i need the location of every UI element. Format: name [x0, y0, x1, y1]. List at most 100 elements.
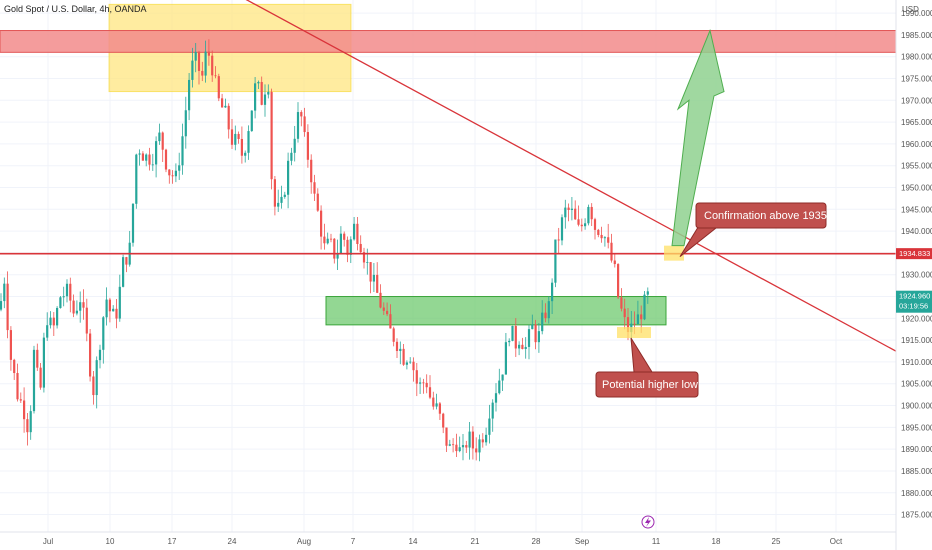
candle-body	[465, 445, 468, 448]
candle-body	[603, 237, 606, 239]
candle-body	[435, 403, 438, 407]
callout-label: Potential higher low	[602, 379, 698, 391]
candle-body	[468, 431, 471, 448]
candle-body	[257, 81, 260, 84]
candle-body	[541, 312, 544, 332]
candle-body	[280, 196, 283, 203]
candle-body	[491, 402, 494, 419]
y-tick-label: 1895.000	[901, 423, 932, 432]
candle-body	[389, 314, 392, 329]
candle-body	[283, 194, 286, 197]
candle-body	[141, 153, 144, 161]
candle-body	[102, 317, 105, 350]
candle-body	[105, 299, 108, 318]
y-tick-label: 1900.000	[901, 402, 932, 411]
callout-box	[595, 371, 699, 398]
candle-body	[376, 274, 379, 293]
candle-body	[230, 129, 234, 145]
y-tick-label: 1945.000	[901, 205, 932, 214]
candle-body	[19, 399, 22, 401]
candle-body	[577, 219, 580, 225]
candle-body	[481, 439, 484, 443]
candle-body	[580, 224, 583, 227]
y-tick-label: 1965.000	[901, 118, 932, 127]
candle-body	[135, 154, 138, 204]
candle-body	[201, 70, 204, 76]
candle-body	[534, 324, 537, 343]
candle-body	[471, 431, 474, 449]
candle-body	[359, 243, 362, 253]
y-tick-label: 1875.000	[901, 511, 932, 520]
higher-low-callout[interactable]: Potential higher low	[595, 337, 699, 398]
candle-body	[0, 301, 3, 310]
candle-body	[597, 229, 600, 235]
candle-body	[313, 182, 316, 194]
candle-body	[425, 382, 428, 388]
candle-body	[178, 165, 181, 171]
support-zone[interactable]	[325, 296, 667, 326]
candle-body	[560, 217, 564, 241]
candle-body	[227, 105, 230, 130]
y-tick-label: 1885.000	[901, 467, 932, 476]
candle-body	[557, 239, 560, 241]
candle-body	[214, 75, 217, 77]
candle-body	[273, 179, 276, 207]
target-arrow[interactable]	[671, 28, 725, 247]
x-tick-label: Aug	[297, 537, 311, 546]
candle-body	[85, 307, 88, 334]
svg-text:1934.833: 1934.833	[899, 249, 930, 258]
candle-body	[300, 112, 303, 117]
candle-body	[432, 397, 435, 407]
confirmation-callout[interactable]: Confirmation above 1935	[679, 202, 827, 258]
candle-body	[23, 400, 26, 420]
candle-body	[131, 203, 135, 243]
candle-body	[82, 302, 85, 308]
candle-body	[32, 349, 36, 412]
candle-body	[551, 282, 554, 302]
breakout-marker	[664, 245, 684, 261]
descending-trendline[interactable]	[110, 0, 932, 372]
candle-body	[356, 223, 359, 244]
candle-body	[310, 159, 313, 183]
candle-body	[49, 317, 52, 326]
candle-body	[646, 291, 649, 295]
candle-body	[125, 257, 128, 265]
candle-body	[554, 239, 557, 283]
x-tick-label: 21	[471, 537, 480, 546]
candle-body	[339, 233, 342, 254]
candle-body	[72, 300, 75, 314]
candle-body	[593, 219, 597, 230]
candle-body	[46, 325, 49, 338]
candle-body	[518, 344, 521, 349]
y-tick-label: 1880.000	[901, 489, 932, 498]
candle-body	[316, 193, 319, 211]
candle-body	[590, 206, 593, 220]
candle-body	[270, 91, 273, 180]
price-axis[interactable]	[896, 0, 932, 550]
candle-body	[29, 411, 32, 433]
x-tick-label: 10	[106, 537, 115, 546]
candle-body	[277, 202, 280, 207]
candle-body	[607, 237, 610, 243]
y-tick-label: 1950.000	[901, 184, 932, 193]
candle-body	[570, 208, 573, 210]
time-axis-ticks: Jul 10 17 24 Aug 7 14 21 28 Sep 11 18 25 Oct	[43, 537, 843, 546]
candle-body	[626, 317, 630, 333]
x-tick-label: 11	[652, 537, 661, 546]
candle-body	[620, 297, 623, 309]
candle-body	[112, 308, 115, 312]
candle-body	[254, 83, 257, 111]
candle-body	[415, 370, 418, 384]
candle-body	[148, 154, 151, 165]
lightning-icon[interactable]	[641, 515, 655, 529]
candle-body	[92, 376, 95, 396]
candle-body	[399, 348, 402, 352]
resistance-zone[interactable]	[0, 30, 897, 53]
candle-body	[452, 444, 455, 446]
candle-body	[26, 419, 29, 433]
candle-body	[296, 112, 300, 139]
candle-body	[613, 260, 616, 265]
candle-body	[13, 359, 16, 374]
candle-body	[343, 233, 346, 240]
